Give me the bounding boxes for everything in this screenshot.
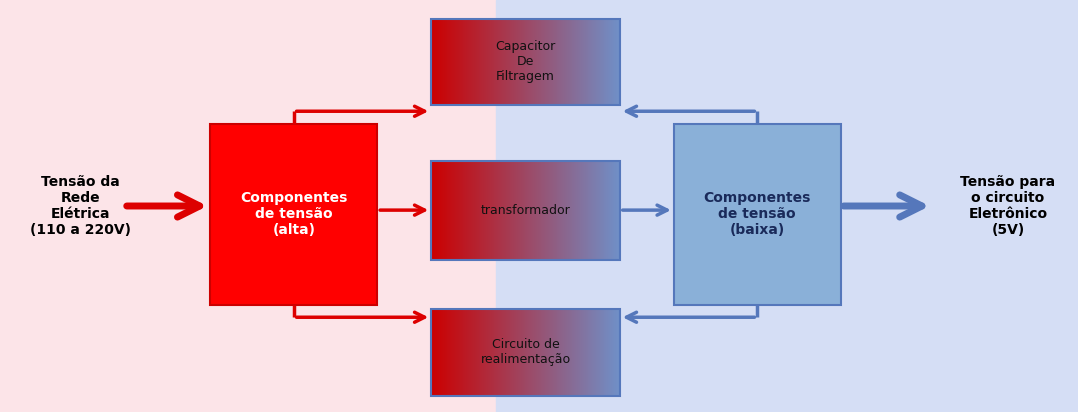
- Text: Tensão para
o circuito
Eletrônico
(5V): Tensão para o circuito Eletrônico (5V): [960, 175, 1055, 237]
- Text: Circuito de
realimentação: Circuito de realimentação: [481, 338, 570, 366]
- Bar: [496, 0, 1078, 412]
- Bar: [674, 124, 841, 305]
- Text: transformador: transformador: [481, 204, 570, 217]
- Bar: [431, 161, 620, 260]
- Bar: [0, 0, 496, 412]
- Bar: [431, 19, 620, 105]
- Bar: [210, 124, 377, 305]
- Text: Componentes
de tensão
(baixa): Componentes de tensão (baixa): [704, 191, 811, 237]
- Text: Tensão da
Rede
Elétrica
(110 a 220V): Tensão da Rede Elétrica (110 a 220V): [30, 175, 132, 237]
- Text: Componentes
de tensão
(alta): Componentes de tensão (alta): [240, 191, 347, 237]
- Bar: [431, 309, 620, 396]
- Text: Capacitor
De
Filtragem: Capacitor De Filtragem: [496, 40, 555, 83]
